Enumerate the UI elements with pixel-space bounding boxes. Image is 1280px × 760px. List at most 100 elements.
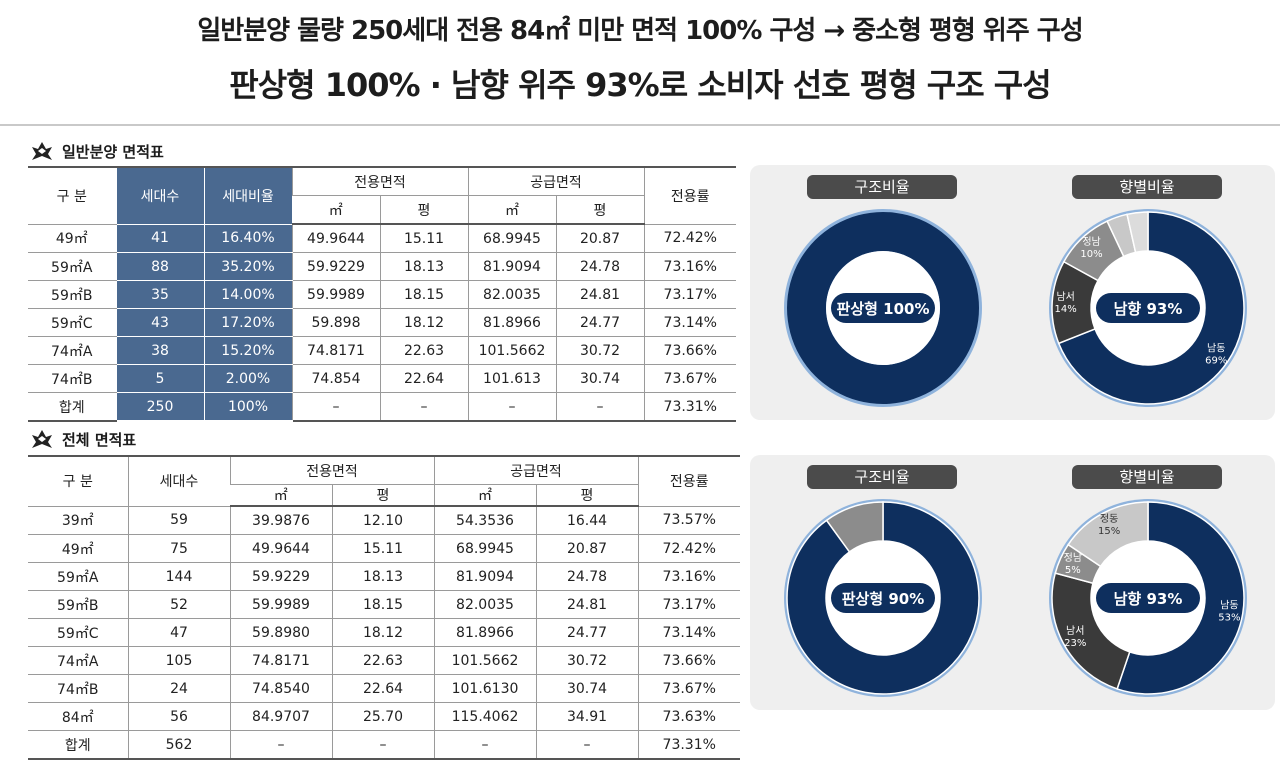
table-cell: 56 (127, 702, 230, 731)
center-label: 판상형 100% (837, 300, 930, 318)
table-cell: 562 (127, 730, 230, 760)
table-cell: 73.14% (643, 308, 736, 337)
table-row: 59㎡B 35 14.00% 59.9989 18.15 82.0035 24.81 73.1… (28, 280, 736, 309)
table-cell: 합계 (28, 392, 116, 422)
table-cell: – (535, 730, 638, 760)
table-cell: 101.5662 (467, 336, 556, 365)
table-row: 39㎡ 59 39.9876 12.10 54.3536 16.44 73.57% (28, 506, 740, 535)
table-row: 74㎡B 24 74.8540 22.64 101.6130 30.74 73.67% (28, 674, 740, 703)
th-supply-pyeong: 평 (535, 484, 638, 507)
table-row: 49㎡ 75 49.9644 15.11 68.9945 20.87 72.42% (28, 534, 740, 563)
table-cell: 49.9644 (229, 534, 332, 563)
table-cell: 144 (127, 562, 230, 591)
table-cell: 81.8966 (433, 618, 536, 647)
table-row: 49㎡ 41 16.40% 49.9644 15.11 68.9945 20.87 72.42… (28, 224, 736, 253)
headline-2: 판상형 100% · 남향 위주 93%로 소비자 선호 평형 구조 구성 (229, 66, 1051, 104)
table-row: 59㎡A 144 59.9229 18.13 81.9094 24.78 73.16% (28, 562, 740, 591)
table-cell: – (555, 392, 644, 422)
table-cell: 39㎡ (28, 506, 128, 535)
table-cell: 18.13 (331, 562, 434, 591)
table-cell: 250 (115, 392, 204, 422)
table-cell: 5 (115, 364, 204, 393)
th-excl-m2: ㎡ (292, 195, 380, 225)
table-cell: 84.9707 (229, 702, 332, 731)
table-cell: 74.8171 (291, 336, 380, 365)
table-cell: 105 (127, 646, 230, 675)
table-cell: 59.8980 (229, 618, 332, 647)
table-cell: 49.9644 (291, 224, 380, 253)
table-cell: 43 (115, 308, 204, 337)
center-badge (1096, 583, 1200, 613)
center-badge (831, 293, 935, 323)
table-cell: 59.9229 (291, 252, 380, 281)
table-cell: 47 (127, 618, 230, 647)
chart-panel-total: 구조비율 향별비율 판상형 90% 남동 53% 남서 23% 정남 5% 정동 15% 남향 … (750, 455, 1275, 710)
th-units: 세대수 (115, 166, 204, 225)
table-cell: 84㎡ (28, 702, 128, 731)
table-cell: 17.20% (203, 308, 292, 337)
table-cell: – (433, 730, 536, 760)
table-cell: – (331, 730, 434, 760)
structure-donut: 판상형 90% (784, 499, 982, 697)
table-cell: 25.70 (331, 702, 434, 731)
th-rate: 전용률 (643, 166, 736, 225)
table-cell: 22.64 (331, 674, 434, 703)
table1-title-text: 일반분양 면적표 (62, 142, 164, 161)
table-cell: 24.81 (555, 280, 644, 309)
table-cell: 16.40% (203, 224, 292, 253)
table-cell: 82.0035 (433, 590, 536, 619)
table-cell: 100% (203, 392, 292, 422)
table-cell: 34.91 (535, 702, 638, 731)
table-cell: 59㎡C (28, 618, 128, 647)
fleur-icon (32, 430, 52, 448)
table-cell: 81.9094 (467, 252, 556, 281)
table-cell: 54.3536 (433, 506, 536, 535)
table-cell: 115.4062 (433, 702, 536, 731)
table-cell: 74㎡A (28, 646, 128, 675)
structure-title: 구조비율 (807, 175, 957, 199)
table-cell: – (291, 392, 380, 422)
table-cell: 59.9989 (229, 590, 332, 619)
table-cell: 101.613 (467, 364, 556, 393)
table-cell: 18.12 (379, 308, 468, 337)
segment-label: 남동 69% (1205, 342, 1227, 366)
table-cell: 74㎡B (28, 674, 128, 703)
table-cell: 59.9229 (229, 562, 332, 591)
table-row: 합계 562– – – –73.31% (28, 730, 740, 760)
th-excl-m2: ㎡ (230, 484, 332, 507)
table-cell: 59.898 (291, 308, 380, 337)
table-cell: 35.20% (203, 252, 292, 281)
table-cell: 22.63 (331, 646, 434, 675)
table-cell: 74㎡B (28, 364, 116, 393)
structure-title: 구조비율 (807, 465, 957, 489)
table-cell: 18.15 (331, 590, 434, 619)
table-cell: 22.64 (379, 364, 468, 393)
headline-1: 일반분양 물량 250세대 전용 84㎡ 미만 면적 100% 구성 → 중소형… (197, 16, 1083, 46)
table-cell: 75 (127, 534, 230, 563)
table-cell: 15.11 (379, 224, 468, 253)
table-cell: 59㎡B (28, 590, 128, 619)
direction-donut: 남동 53% 남서 23% 정남 5% 정동 15% 남향 93% (1049, 499, 1247, 697)
center-label: 남향 93% (1114, 300, 1183, 318)
table-cell: 18.13 (379, 252, 468, 281)
table-cell: 68.9945 (467, 224, 556, 253)
table-cell: 73.63% (637, 702, 740, 731)
segment-label: 남서 23% (1064, 625, 1086, 649)
table-cell: 73.67% (643, 364, 736, 393)
table-cell: 24.77 (555, 308, 644, 337)
th-supply-pyeong: 평 (555, 195, 644, 225)
table-cell: 30.74 (535, 674, 638, 703)
table-cell: – (379, 392, 468, 422)
table-cell: 14.00% (203, 280, 292, 309)
th-excl: 전용면적 (229, 455, 434, 485)
th-excl-pyeong: 평 (331, 484, 434, 507)
table-cell: 73.16% (643, 252, 736, 281)
table-cell: 39.9876 (229, 506, 332, 535)
table-cell: – (467, 392, 556, 422)
segment-label: 정동 15% (1098, 513, 1120, 537)
table-row: 74㎡B 5 2.00% 74.854 22.64 101.613 30.74 73.67% (28, 364, 736, 393)
table-cell: 82.0035 (467, 280, 556, 309)
table-cell: 73.31% (643, 392, 736, 422)
table1-title: 일반분양 면적표 (30, 140, 164, 162)
table-cell: 20.87 (555, 224, 644, 253)
